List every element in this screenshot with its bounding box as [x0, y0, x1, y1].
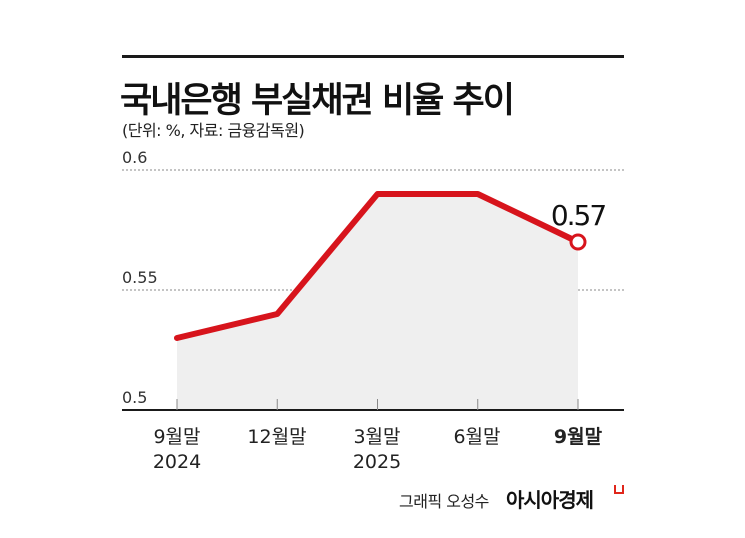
x-tick-year: 2025 [353, 451, 401, 473]
x-tick-label: 12월말 [247, 426, 306, 448]
y-tick-label: 0.5 [122, 388, 147, 407]
chart-subtitle: (단위: %, 자료: 금융감독원) [122, 121, 305, 140]
x-tick-label: 6월말 [453, 426, 500, 448]
y-tick-label: 0.55 [122, 268, 158, 287]
brand-logo-text: 아시아경제 [506, 488, 594, 512]
data-line [174, 191, 581, 341]
x-tick-label-current: 9월말 [554, 426, 603, 448]
x-tick-label: 3월말 [353, 426, 400, 448]
y-tick-label: 0.6 [122, 148, 147, 167]
graphic-credit: 그래픽 오성수 [399, 492, 489, 511]
last-point-marker [569, 233, 587, 251]
x-tick-year: 2024 [153, 451, 201, 473]
x-axis-labels: 9월말 2024 12월말 3월말 2025 6월말 9월말 [153, 426, 603, 473]
top-rule [122, 55, 624, 58]
x-axis-ticks [176, 399, 579, 410]
x-tick-label: 9월말 [153, 426, 200, 448]
brand-mark-icon [614, 485, 624, 494]
area-fill [177, 194, 578, 410]
chart-title: 국내은행 부실채권 비율 추이 [120, 81, 515, 121]
value-annotation: 0.57 [551, 199, 606, 232]
